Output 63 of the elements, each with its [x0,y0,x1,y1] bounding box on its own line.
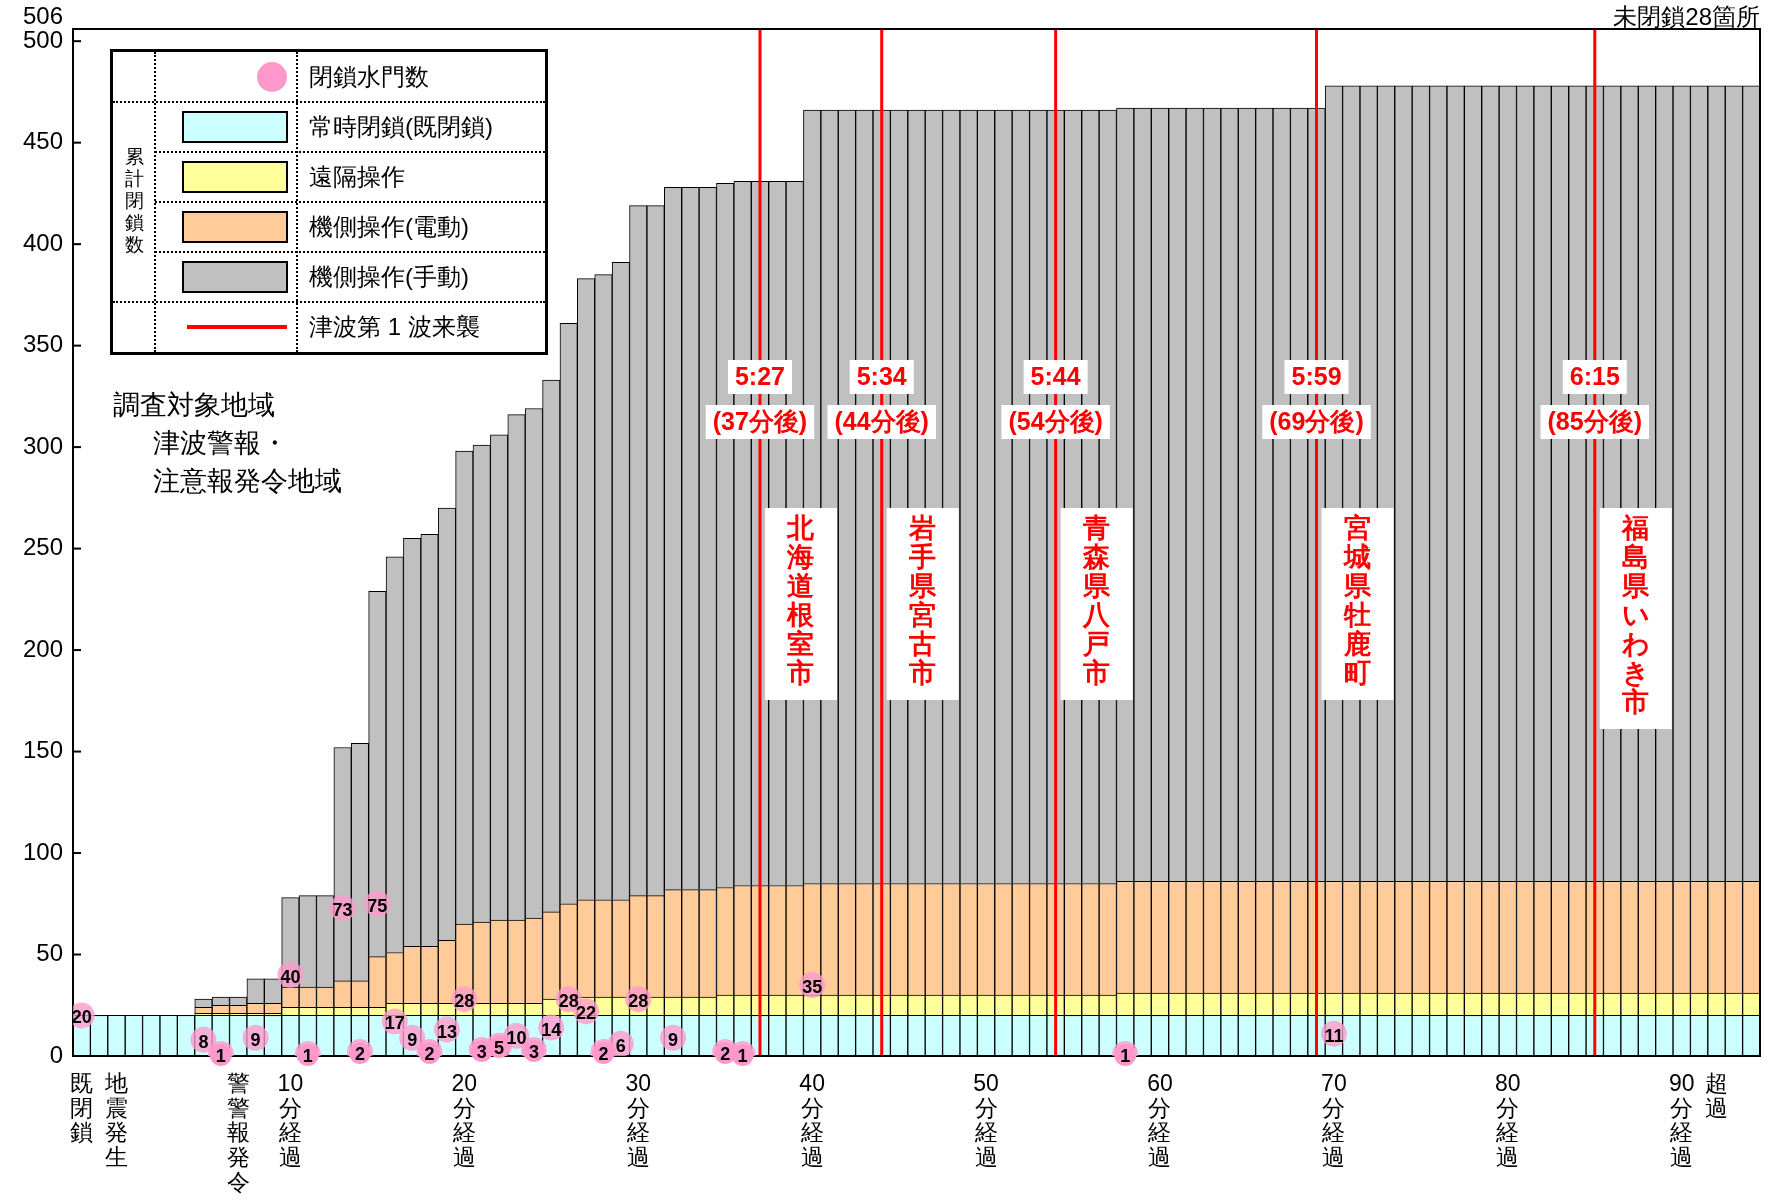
data-label: 5 [494,1037,505,1058]
y-tick-label: 450 [22,127,63,155]
data-label: 11 [1324,1025,1344,1046]
annotation: 青森県八戸市 [1082,513,1112,689]
annotation: 岩手県宮古市 [908,513,938,689]
annotation: 調査対象地域 [113,389,275,422]
data-label: 28 [628,991,649,1012]
x-tick-label: 既閉鎖 [70,1069,94,1146]
data-label: 6 [615,1035,626,1056]
data-label: 9 [250,1029,261,1050]
data-label: 75 [367,895,388,916]
y-tick-label: 400 [22,228,63,256]
y-tick-label: 300 [22,431,63,459]
x-tick-label: 80分経過 [1495,1069,1521,1171]
ref-line-label: 5:34 (44分後) [834,361,929,435]
x-tick-label: 70分経過 [1321,1069,1347,1171]
x-tick-label: 10分経過 [277,1069,304,1171]
data-label: 10 [506,1027,527,1048]
legend-label: 閉鎖水門数 [309,62,429,90]
annotation: 津波警報・ [152,427,288,460]
data-label: 9 [407,1029,418,1050]
x-tick-label: 50分経過 [973,1069,999,1171]
x-tick-label: 30分経過 [625,1069,652,1171]
data-label: 73 [332,899,353,920]
x-tick-label: 60分経過 [1147,1069,1173,1171]
legend-label: 遠隔操作 [309,162,405,190]
x-tick-label: 警警報発令 [226,1069,250,1196]
annotation: 宮城県牡鹿町 [1343,513,1373,689]
annotation: 津波第 1 波来襲 [309,312,480,340]
y-tick-label: 250 [22,533,63,561]
x-tick-label: 地震発生 [103,1069,128,1171]
ref-line-label: 5:59 (69分後) [1269,361,1364,435]
annotation: 注意報発令地域 [152,465,342,498]
ref-line-label: 5:27 (37分後) [712,361,808,435]
x-tick-label: 20分経過 [451,1069,478,1171]
annotation: 福島県いわき市 [1620,513,1651,718]
data-label: 2 [598,1043,609,1064]
data-label: 13 [436,1021,457,1042]
y-tick-label: 0 [49,1040,63,1068]
x-tick-label: 90分経過 [1668,1069,1695,1171]
data-label: 14 [541,1019,562,1040]
data-label: 9 [668,1029,679,1050]
annotation: 北海道根室市 [786,513,816,689]
y-tick-label: 100 [22,837,63,865]
y-tick-label: 150 [22,736,63,764]
data-label: 8 [198,1031,209,1052]
data-label: 35 [802,976,823,997]
legend-label: 常時閉鎖(既閉鎖) [309,112,493,140]
x-tick-label: 超過 [1705,1069,1729,1121]
data-label: 17 [384,1013,405,1034]
legend-label: 機側操作(電動) [309,212,469,240]
legend-title: 累計閉鎖数 [124,146,144,256]
data-label: 20 [71,1007,92,1028]
x-tick-label: 40分経過 [799,1069,825,1171]
data-label: 28 [454,991,475,1012]
ref-line-label: 6:15 (85分後) [1547,361,1643,435]
legend-label: 機側操作(手動) [309,262,469,290]
ref-line-label: 5:44 (54分後) [1008,361,1103,435]
annotation: 未閉鎖28箇所 [1613,2,1760,32]
y-tick-label: 50 [36,939,63,967]
y-tick-label: 200 [22,634,63,662]
data-label: 40 [280,966,301,987]
y-tick-label: 350 [22,330,63,358]
